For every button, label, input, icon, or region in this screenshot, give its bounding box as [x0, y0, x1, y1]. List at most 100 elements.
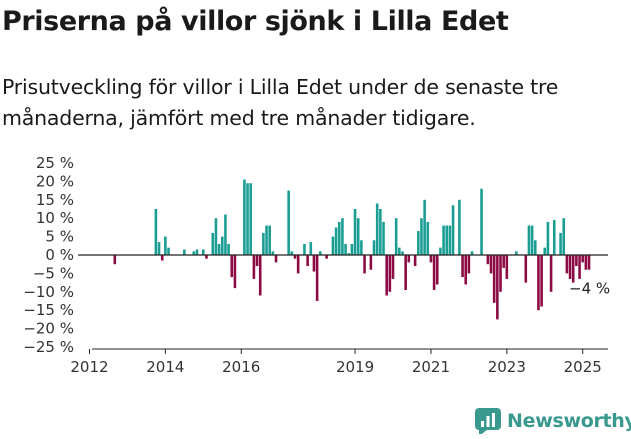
bar [382, 221, 385, 255]
y-tick-label: 25 % [36, 154, 74, 172]
y-tick-label: −10 % [23, 283, 74, 301]
bar [467, 255, 471, 274]
bar [543, 247, 547, 255]
bar [154, 209, 158, 255]
bar [571, 255, 575, 283]
bar [309, 242, 313, 255]
bar [217, 243, 221, 255]
bar [265, 225, 268, 255]
bar [448, 225, 452, 255]
bar [183, 249, 186, 255]
bar [559, 232, 562, 255]
bar [113, 255, 117, 265]
bar [369, 255, 373, 270]
bar [492, 255, 496, 303]
bar [578, 255, 581, 279]
bar [363, 255, 366, 274]
bar [432, 255, 436, 290]
y-tick-label: −15 % [23, 301, 74, 319]
bar [160, 255, 164, 261]
bar [306, 255, 309, 267]
bar [533, 240, 537, 255]
bar [530, 225, 534, 255]
bar [429, 255, 433, 263]
bar [537, 255, 540, 311]
bar [195, 249, 199, 255]
y-tick-label: −25 % [23, 338, 74, 356]
newsworthy-chart-logo-icon [475, 408, 501, 434]
bar [205, 255, 208, 259]
bar [220, 236, 224, 255]
x-tick-label: 2021 [412, 358, 450, 376]
bar [575, 255, 578, 267]
bar [249, 183, 253, 255]
bar [417, 231, 420, 255]
bar [258, 255, 262, 296]
x-tick-label: 2016 [222, 358, 260, 376]
x-tick-label: 2012 [70, 358, 108, 376]
bar [515, 251, 518, 255]
x-tick-label: 2025 [564, 358, 602, 376]
bar [303, 243, 306, 255]
bar [375, 203, 379, 255]
bar [407, 255, 411, 263]
x-tick-label: 2019 [336, 358, 374, 376]
bar [356, 218, 360, 255]
bar [325, 255, 328, 259]
bar [214, 218, 218, 255]
bar [334, 227, 338, 255]
bar [243, 179, 246, 255]
y-tick-label: 10 % [36, 209, 74, 227]
bar [347, 253, 351, 255]
chart-title: Priserna på villor sjönk i Lilla Edet [2, 6, 509, 37]
bar [233, 255, 237, 289]
x-axis-ticks: 2012 2014 2016 2019 2021 2023 2025 [70, 349, 602, 376]
bar [581, 255, 584, 263]
bar [293, 255, 297, 259]
bar [202, 249, 205, 255]
bar [318, 251, 322, 255]
last-value-annotation: −4 % [569, 280, 610, 298]
bar [423, 199, 426, 255]
bar [502, 255, 505, 268]
bar [568, 255, 572, 279]
bar [192, 251, 196, 255]
bar [388, 255, 392, 292]
bar [489, 255, 493, 274]
bar [385, 255, 388, 296]
bar [157, 242, 161, 255]
x-tick-label: 2014 [146, 358, 184, 376]
y-tick-label: 20 % [36, 172, 74, 190]
bar [435, 255, 439, 285]
bar [552, 220, 556, 255]
y-tick-label: 15 % [36, 191, 74, 209]
y-tick-label: 0 % [45, 246, 74, 264]
bar [230, 255, 234, 278]
bar [290, 251, 294, 255]
bar [274, 255, 278, 263]
bar [211, 232, 215, 255]
bar [426, 221, 430, 255]
y-tick-label: 5 % [45, 228, 74, 246]
bar-chart: 25 %20 %15 %10 %5 %0 %−5 %−10 %−15 %−20 … [23, 154, 610, 376]
bars [113, 179, 591, 320]
bar [360, 240, 363, 255]
x-tick-label: 2023 [488, 358, 526, 376]
bar [565, 255, 569, 274]
bar [296, 255, 300, 274]
bar [391, 255, 395, 279]
newsworthy-logo: Newsworthy [475, 406, 631, 436]
bar [337, 221, 341, 255]
bar [252, 255, 256, 279]
bar [353, 209, 357, 255]
bar [350, 243, 354, 255]
bar [379, 209, 382, 255]
bar [401, 251, 404, 255]
bar [315, 255, 319, 301]
y-tick-label: −20 % [23, 320, 74, 338]
bar [499, 255, 502, 292]
bar [458, 199, 461, 255]
bar [480, 188, 483, 255]
bar [271, 251, 275, 255]
bar [439, 247, 442, 255]
